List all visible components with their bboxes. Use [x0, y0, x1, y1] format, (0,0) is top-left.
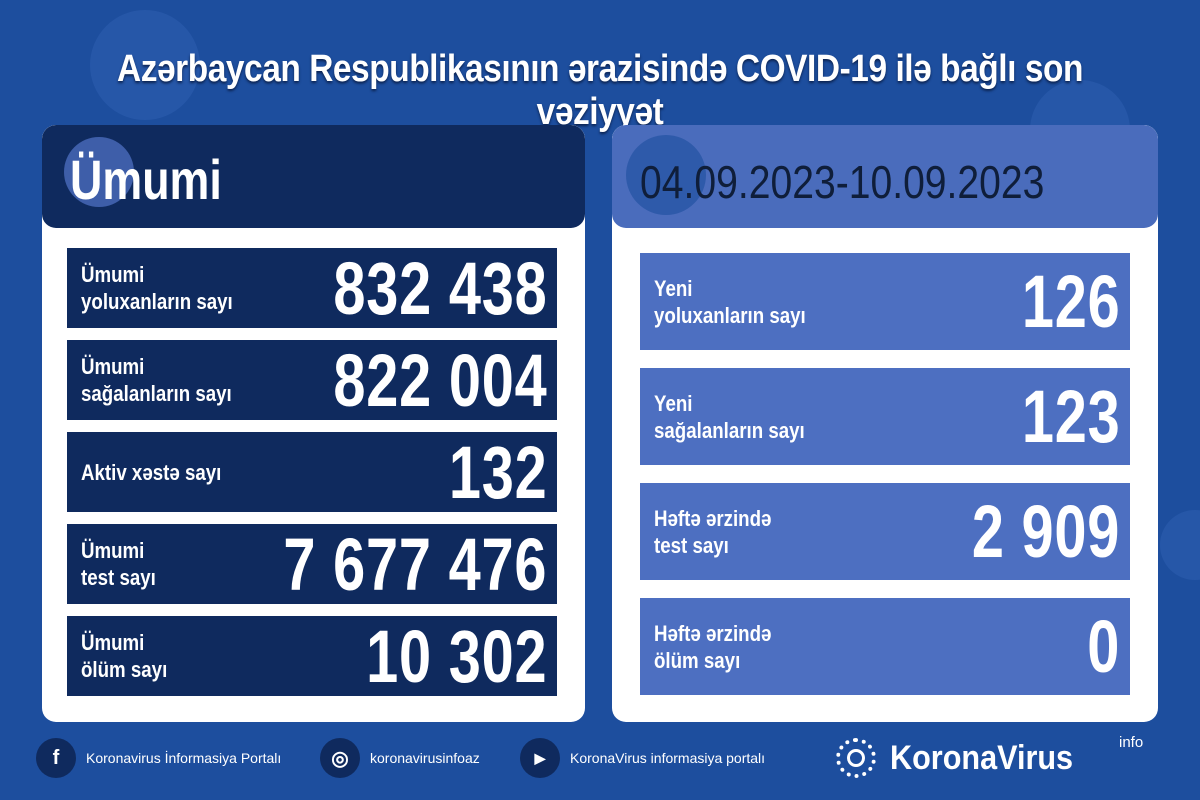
stat-value: 822 004 [332, 338, 547, 422]
brand-sup: info [1119, 734, 1144, 751]
stat-label: Ümumi test sayı [81, 538, 156, 590]
stat-value: 7 677 476 [283, 522, 547, 606]
instagram-link[interactable]: ◎ koronavirusinfoaz [320, 738, 480, 778]
stat-row: Ümumi test sayı 7 677 476 [67, 522, 557, 606]
instagram-icon: ◎ [320, 738, 360, 778]
total-panel: Ümumi Ümumi yoluxanların sayı 832 438 Ümu… [42, 125, 585, 722]
instagram-label: koronavirusinfoaz [370, 750, 480, 766]
stat-label: Ümumi ölüm sayı [81, 630, 168, 682]
stat-value: 2 909 [971, 490, 1120, 573]
stat-label: Ümumi sağalanların sayı [81, 354, 232, 406]
stat-label: Aktiv xəstə sayı [81, 459, 222, 485]
stat-row: Həftə ərzində ölüm sayı 0 [640, 598, 1130, 695]
total-header: Ümumi [42, 125, 585, 228]
weekly-header: 04.09.2023-10.09.2023 [612, 125, 1158, 228]
stat-value: 0 [1087, 605, 1120, 688]
facebook-icon: f [36, 738, 76, 778]
stat-row: Aktiv xəstə sayı 132 [67, 430, 557, 514]
stat-row: Ümumi yoluxanların sayı 832 438 [67, 246, 557, 330]
stat-label: Ümumi yoluxanların sayı [81, 262, 233, 314]
stat-row: Ümumi ölüm sayı 10 302 [67, 614, 557, 698]
weekly-panel: 04.09.2023-10.09.2023 Yeni yoluxanların … [612, 125, 1158, 722]
stat-value: 10 302 [365, 614, 547, 698]
stat-label: Həftə ərzində ölüm sayı [654, 620, 772, 673]
stat-value: 123 [1021, 375, 1120, 458]
stat-row: Həftə ərzində test sayı 2 909 [640, 483, 1130, 580]
facebook-link[interactable]: f Koronavirus İnformasiya Portalı [36, 738, 281, 778]
page-title: Azərbaycan Respublikasının ərazisində CO… [117, 48, 1083, 133]
stat-value: 126 [1021, 260, 1120, 343]
stat-row: Ümumi sağalanların sayı 822 004 [67, 338, 557, 422]
date-range: 04.09.2023-10.09.2023 [640, 156, 1045, 208]
stat-row: Yeni sağalanların sayı 123 [640, 368, 1130, 465]
virus-decoration [1160, 510, 1200, 580]
stat-label: Yeni yoluxanların sayı [654, 275, 806, 328]
stat-label: Həftə ərzində test sayı [654, 505, 772, 558]
youtube-label: KoronaVirus informasiya portalı [570, 750, 766, 766]
virus-decoration [90, 10, 200, 120]
brand-name: KoronaVirus [890, 738, 1074, 777]
stat-value: 832 438 [332, 246, 547, 330]
facebook-label: Koronavirus İnformasiya Portalı [86, 750, 282, 766]
virus-icon [626, 135, 706, 215]
youtube-icon: ▶ [520, 738, 560, 778]
stat-label: Yeni sağalanların sayı [654, 390, 805, 443]
stat-value: 132 [448, 430, 547, 514]
brand-logo: KoronaVirus info [836, 734, 1143, 778]
youtube-link[interactable]: ▶ KoronaVirus informasiya portalı [520, 738, 765, 778]
total-heading: Ümumi [70, 148, 222, 211]
virus-icon [64, 137, 134, 207]
stat-row: Yeni yoluxanların sayı 126 [640, 253, 1130, 350]
sun-logo-icon [836, 738, 876, 778]
